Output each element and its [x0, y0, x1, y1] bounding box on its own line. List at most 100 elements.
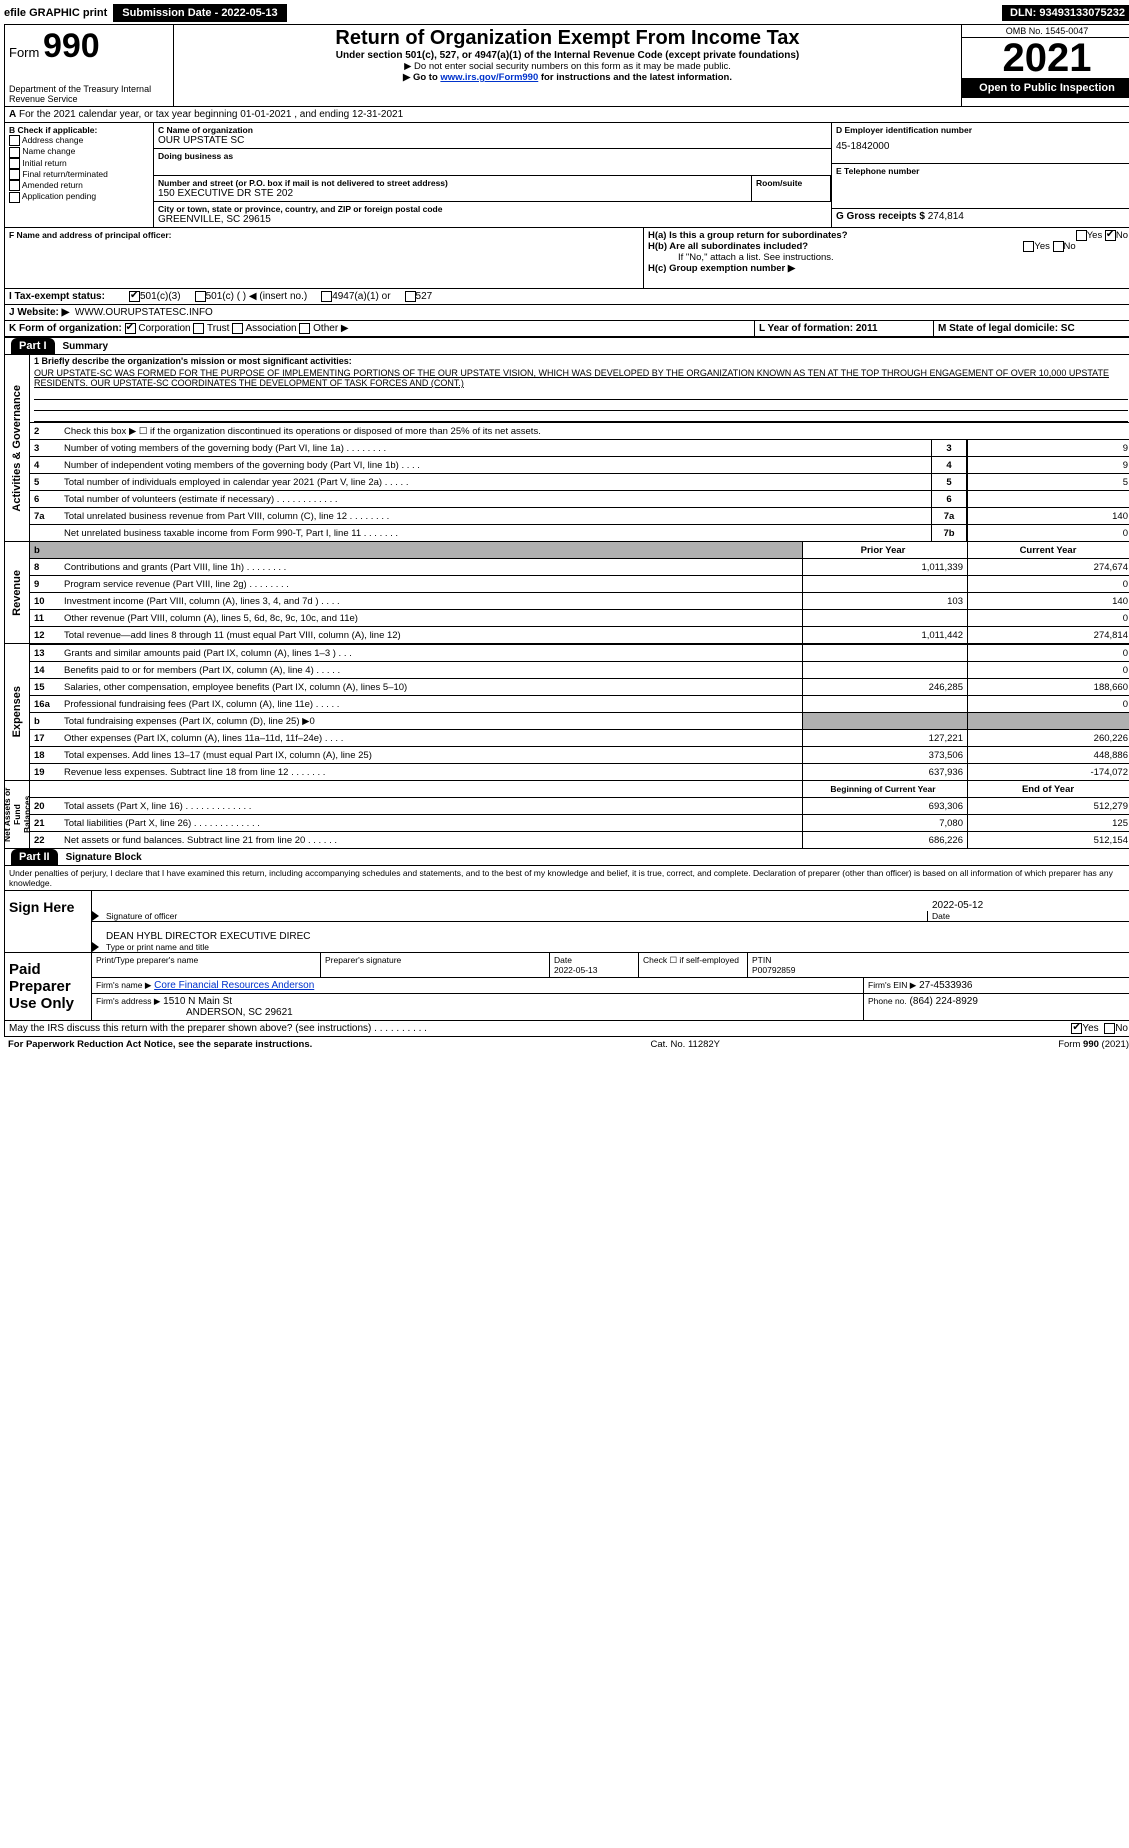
net-section: Net Assets or Fund Balances Beginning of…	[5, 781, 1129, 848]
527-checkbox[interactable]	[405, 291, 416, 302]
part2-header: Part II Signature Block	[5, 848, 1129, 866]
line-i: I Tax-exempt status: 501(c)(3) 501(c) ( …	[5, 289, 1129, 305]
officer-name: DEAN HYBL DIRECTOR EXECUTIVE DIREC	[106, 931, 1129, 942]
current-year-value: 140	[967, 593, 1129, 609]
data-line: 18Total expenses. Add lines 13–17 (must …	[30, 746, 1129, 763]
net-label: Net Assets or Fund Balances	[0, 781, 34, 848]
part2-label: Part II	[11, 849, 58, 865]
initial-return-checkbox[interactable]	[9, 158, 20, 169]
dln-label: DLN: 93493133075232	[1002, 5, 1129, 21]
irs-link[interactable]: www.irs.gov/Form990	[440, 72, 538, 83]
ein-value: 45-1842000	[836, 135, 1128, 152]
fh-row: F Name and address of principal officer:…	[5, 228, 1129, 289]
org-city: GREENVILLE, SC 29615	[158, 214, 827, 225]
data-line: 8Contributions and grants (Part VIII, li…	[30, 558, 1129, 575]
prior-year-value: 686,226	[802, 832, 967, 848]
4947-checkbox[interactable]	[321, 291, 332, 302]
form-header: Form 990 Department of the Treasury Inte…	[5, 25, 1129, 107]
trust-checkbox[interactable]	[193, 323, 204, 334]
current-year-value: 0	[967, 576, 1129, 592]
ha-no-checkbox[interactable]	[1105, 230, 1116, 241]
governance-label: Activities & Governance	[9, 381, 25, 516]
current-year-value: 0	[967, 662, 1129, 678]
prior-year-value	[802, 696, 967, 712]
current-year-value: 512,154	[967, 832, 1129, 848]
discuss-no-checkbox[interactable]	[1104, 1023, 1115, 1034]
data-line: 16aProfessional fundraising fees (Part I…	[30, 695, 1129, 712]
gov-line: 3Number of voting members of the governi…	[30, 439, 1129, 456]
governance-section: Activities & Governance 1 Briefly descri…	[5, 355, 1129, 542]
prior-year-value	[802, 576, 967, 592]
dept-label: Department of the Treasury Internal Reve…	[9, 84, 169, 104]
gov-line: 2Check this box ▶ ☐ if the organization …	[30, 422, 1129, 439]
prior-year-value: 637,936	[802, 764, 967, 780]
header-center: Return of Organization Exempt From Incom…	[174, 25, 961, 106]
sign-here-block: Sign Here Signature of officer 2022-05-1…	[5, 891, 1129, 953]
prior-year-value: 246,285	[802, 679, 967, 695]
form-prefix: Form	[9, 45, 39, 60]
prior-year-value: 127,221	[802, 730, 967, 746]
501c3-checkbox[interactable]	[129, 291, 140, 302]
data-line: 9Program service revenue (Part VIII, lin…	[30, 575, 1129, 592]
prior-year-value	[802, 645, 967, 661]
gov-line: 7aTotal unrelated business revenue from …	[30, 507, 1129, 524]
prior-year-value: 103	[802, 593, 967, 609]
paid-preparer-label: Paid Preparer Use Only	[5, 953, 92, 1020]
ssn-note: ▶ Do not enter social security numbers o…	[180, 61, 955, 72]
corp-checkbox[interactable]	[125, 323, 136, 334]
open-public-badge: Open to Public Inspection	[962, 78, 1129, 98]
data-line: 22Net assets or fund balances. Subtract …	[30, 831, 1129, 848]
prior-year-value	[802, 610, 967, 626]
current-year-value: 125	[967, 815, 1129, 831]
line-value: 9	[967, 457, 1129, 473]
line-value: 0	[967, 525, 1129, 541]
part1-header: Part I Summary	[5, 337, 1129, 355]
current-year-value: 512,279	[967, 798, 1129, 814]
prior-year-value: 7,080	[802, 815, 967, 831]
firm-ein: 27-4533936	[919, 980, 972, 991]
line-value: 9	[967, 440, 1129, 456]
line-value: 5	[967, 474, 1129, 490]
amended-return-checkbox[interactable]	[9, 180, 20, 191]
current-year-value: 188,660	[967, 679, 1129, 695]
triangle-icon	[92, 942, 99, 952]
discuss-yes-checkbox[interactable]	[1071, 1023, 1082, 1034]
address-change-checkbox[interactable]	[9, 135, 20, 146]
data-line: 12Total revenue—add lines 8 through 11 (…	[30, 626, 1129, 643]
application-pending-checkbox[interactable]	[9, 192, 20, 203]
current-year-value: -174,072	[967, 764, 1129, 780]
penalty-text: Under penalties of perjury, I declare th…	[5, 866, 1129, 891]
ha-yes-checkbox[interactable]	[1076, 230, 1087, 241]
data-line: 20Total assets (Part X, line 16) . . . .…	[30, 797, 1129, 814]
final-return-checkbox[interactable]	[9, 169, 20, 180]
revenue-section: Revenue b Prior Year Current Year 8Contr…	[5, 542, 1129, 644]
line-klm: K Form of organization: Corporation Trus…	[5, 321, 1129, 337]
name-change-checkbox[interactable]	[9, 147, 20, 158]
data-line: 11Other revenue (Part VIII, column (A), …	[30, 609, 1129, 626]
submission-date-button[interactable]: Submission Date - 2022-05-13	[113, 4, 286, 22]
line-num-box: 7a	[931, 508, 967, 524]
line-num-box: 4	[931, 457, 967, 473]
revenue-label: Revenue	[9, 566, 25, 620]
data-line: 14Benefits paid to or for members (Part …	[30, 661, 1129, 678]
line-a: A For the 2021 calendar year, or tax yea…	[5, 107, 1129, 123]
data-line: 13Grants and similar amounts paid (Part …	[30, 644, 1129, 661]
assoc-checkbox[interactable]	[232, 323, 243, 334]
line-num-box: 3	[931, 440, 967, 456]
discuss-row: May the IRS discuss this return with the…	[5, 1021, 1129, 1036]
line-num-box: 7b	[931, 525, 967, 541]
goto-note: ▶ Go to www.irs.gov/Form990 for instruct…	[180, 72, 955, 83]
current-year-value: 0	[967, 696, 1129, 712]
tax-year: 2021	[962, 38, 1129, 78]
website-value: WWW.OURUPSTATESC.INFO	[75, 307, 213, 318]
form-number: 990	[43, 27, 100, 65]
line-num-box: 6	[931, 491, 967, 507]
other-checkbox[interactable]	[299, 323, 310, 334]
firm-name-link[interactable]: Core Financial Resources Anderson	[154, 980, 314, 991]
hb-yes-checkbox[interactable]	[1023, 241, 1034, 252]
501c-checkbox[interactable]	[195, 291, 206, 302]
data-line: 19Revenue less expenses. Subtract line 1…	[30, 763, 1129, 780]
section-b: B Check if applicable: Address change Na…	[5, 123, 154, 227]
gov-line: Net unrelated business taxable income fr…	[30, 524, 1129, 541]
hb-no-checkbox[interactable]	[1053, 241, 1064, 252]
